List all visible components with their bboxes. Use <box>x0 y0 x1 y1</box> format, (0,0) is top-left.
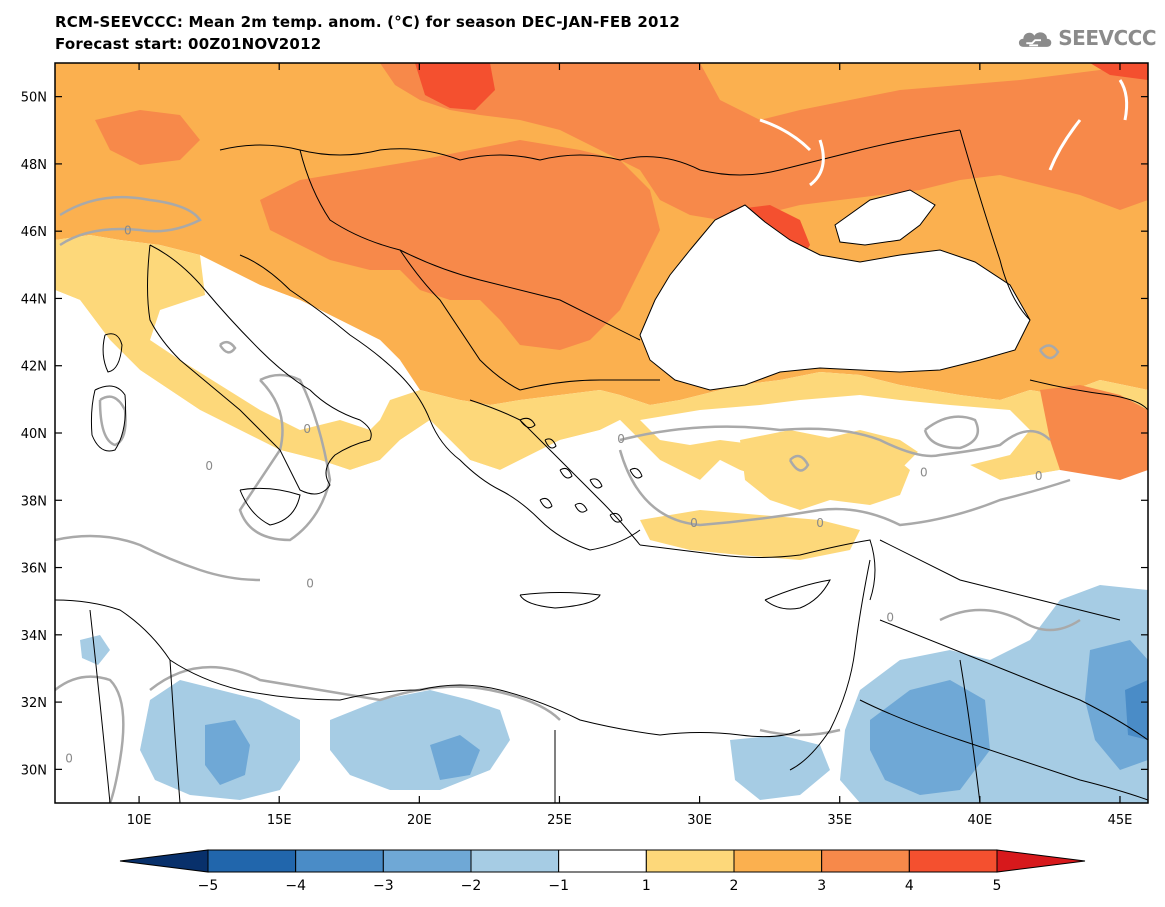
zero-contour-label: 0 <box>65 752 73 766</box>
colorbar-lower-extension <box>119 849 209 873</box>
zero-contour-label: 0 <box>1035 469 1043 483</box>
colorbar-swatch <box>645 849 735 873</box>
latitude-axis: 50N 48N 46N 44N 42N 40N 38N 36N 34N 32N 30N <box>21 91 1148 778</box>
lon-tick-label: 15E <box>267 813 292 828</box>
zero-contour-label: 0 <box>617 432 625 446</box>
lon-tick-label: 10E <box>127 813 152 828</box>
lon-tick-label: 20E <box>407 813 432 828</box>
colorbar-swatch <box>382 849 472 873</box>
adriatic-sea <box>200 255 410 395</box>
map-title: RCM-SEEVCCC: Mean 2m temp. anom. (°C) fo… <box>55 13 680 31</box>
colorbar-label: −4 <box>285 878 306 894</box>
colorbar-label: −5 <box>198 878 219 894</box>
colorbar-label: 2 <box>730 878 739 894</box>
lon-tick-label: 25E <box>547 813 572 828</box>
lat-tick-label: 30N <box>21 763 47 778</box>
zero-contour-label: 0 <box>306 577 314 591</box>
zero-contour-label: 0 <box>886 610 894 624</box>
anomaly-band-3-4-north <box>380 63 1148 220</box>
colorbar-swatch <box>295 849 384 873</box>
anomaly-band-minus2-minus3-se <box>870 680 990 795</box>
colorbar-label: −1 <box>548 878 569 894</box>
zero-contours <box>55 195 1081 803</box>
colorbar-label: −2 <box>461 878 482 894</box>
anomaly-band-3-4-central <box>260 140 660 350</box>
colorbar-label: 4 <box>905 878 914 894</box>
lat-tick-label: 48N <box>21 158 47 173</box>
anomaly-band-minus2-minus3-egypt <box>430 735 480 780</box>
zero-contour-label: 0 <box>920 466 928 480</box>
black-sea <box>639 204 1031 391</box>
seevccc-logo: SEEVCCC <box>1016 20 1156 56</box>
anomaly-band-minus2-minus3-east <box>1085 640 1148 770</box>
logo-text: SEEVCCC <box>1058 26 1156 50</box>
lon-tick-label: 40E <box>967 813 992 828</box>
colorbar-upper-extension <box>996 849 1086 873</box>
lat-tick-label: 38N <box>21 494 47 509</box>
colorbar-swatch <box>207 849 297 873</box>
lon-tick-label: 45E <box>1108 813 1133 828</box>
zero-contour-label: 0 <box>303 422 311 436</box>
colorbar-swatch <box>821 849 910 873</box>
zero-contour-labels: 0 0 0 0 0 0 0 0 0 0 0 <box>65 224 1042 766</box>
lat-tick-label: 40N <box>21 427 47 442</box>
lat-tick-label: 44N <box>21 292 47 307</box>
zero-contour-label: 0 <box>690 516 698 530</box>
anomaly-band-minus2-minus3-libya <box>205 720 250 785</box>
anomaly-band-minus1-minus2-sinai <box>730 735 830 800</box>
anomaly-band-4-5-ne <box>1090 63 1148 80</box>
colorbar-swatch <box>470 849 560 873</box>
lakes-rivers <box>759 79 1129 187</box>
anomaly-field <box>55 63 1148 803</box>
longitude-axis: 10E 15E 20E 25E 30E 35E 40E 45E <box>127 63 1133 828</box>
aegean-islands <box>519 417 643 523</box>
anomaly-band-minus1-minus2-west <box>80 635 110 665</box>
lat-tick-label: 36N <box>21 562 47 577</box>
borders-coastlines <box>55 129 1148 803</box>
colorbar-label: −3 <box>373 878 394 894</box>
lon-tick-label: 35E <box>827 813 852 828</box>
colorbar-swatch <box>908 849 998 873</box>
anomaly-band-neutral-south <box>55 290 1148 803</box>
azov-sea <box>834 189 936 246</box>
forecast-start-label: Forecast start: 00Z01NOV2012 <box>55 35 322 53</box>
zero-contour-label: 0 <box>124 224 132 238</box>
lon-tick-label: 30E <box>687 813 712 828</box>
colorbar-swatch <box>733 849 823 873</box>
lat-tick-label: 32N <box>21 696 47 711</box>
anomaly-band-3-4-west <box>95 110 200 165</box>
lat-tick-label: 42N <box>21 360 47 375</box>
colorbar-label: 5 <box>993 878 1002 894</box>
colorbar-label: 1 <box>642 878 651 894</box>
anomaly-band-4-5-north <box>415 63 495 110</box>
zero-contour-label: 0 <box>205 459 213 473</box>
anomaly-band-minus3-minus4-east <box>1125 680 1148 740</box>
colorbar: −5 −4 −3 −2 −1 1 2 3 4 5 <box>119 849 1086 894</box>
anomaly-band-1-2-turkey <box>740 430 910 510</box>
lat-tick-label: 50N <box>21 91 47 106</box>
lat-tick-label: 34N <box>21 629 47 644</box>
colorbar-swatch <box>558 849 647 873</box>
zero-contour-label: 0 <box>816 516 824 530</box>
colorbar-label: 3 <box>817 878 826 894</box>
cloud-logo-icon <box>1018 32 1052 47</box>
anomaly-band-1-2-turkey-south <box>640 510 860 560</box>
lat-tick-label: 46N <box>21 225 47 240</box>
